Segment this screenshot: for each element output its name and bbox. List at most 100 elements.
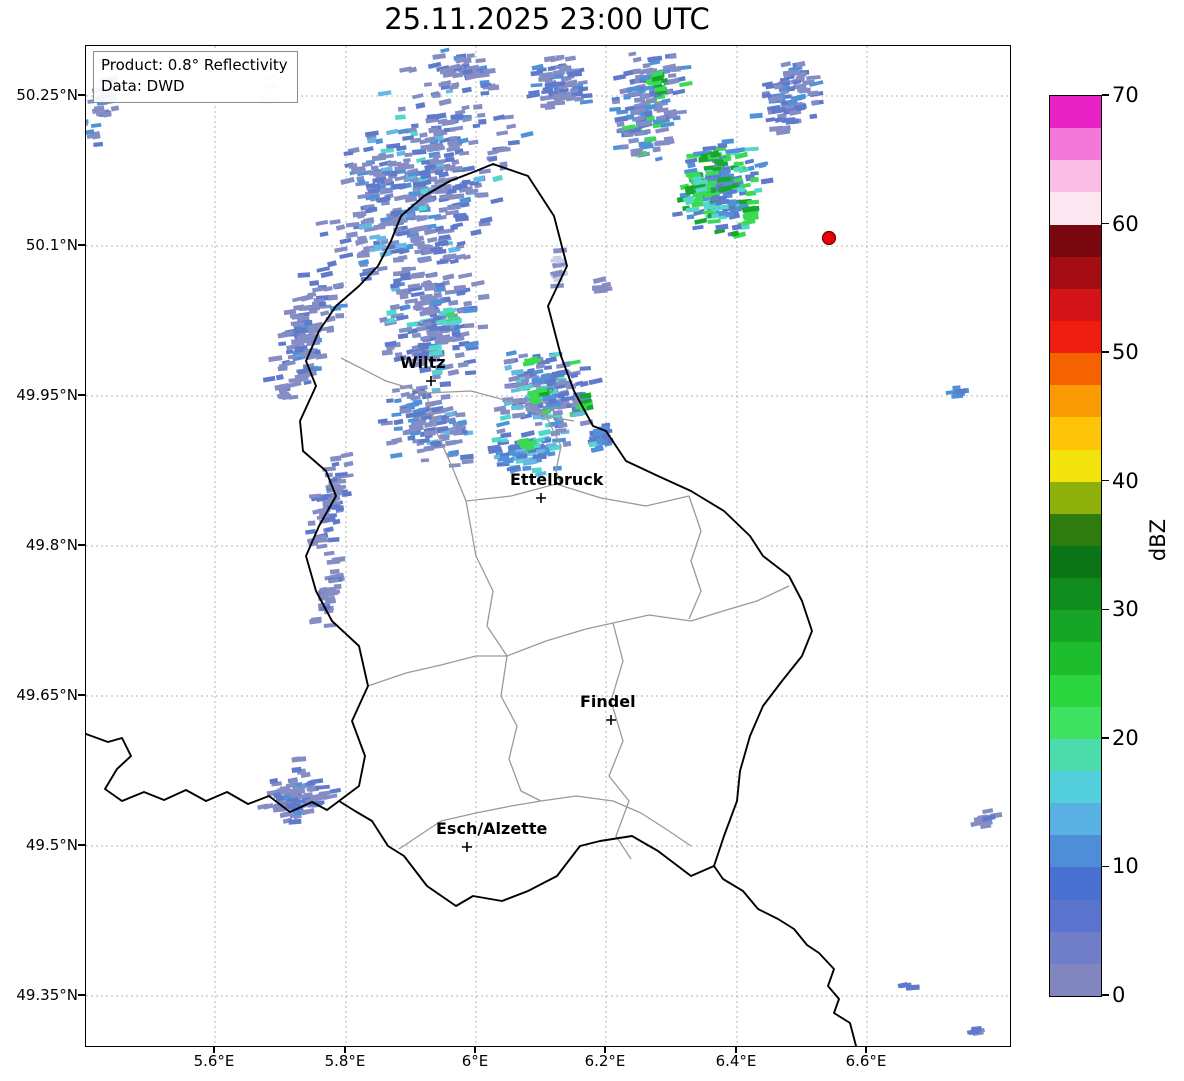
- radar-echo-pixel: [621, 124, 636, 131]
- radar-echo-pixel: [530, 82, 543, 88]
- radar-echo-pixel: [773, 83, 784, 90]
- radar-echo-pixel: [455, 412, 466, 418]
- radar-echo-pixel: [379, 316, 388, 323]
- radar-echo-pixel: [474, 192, 485, 198]
- radar-echo-pixel: [780, 61, 792, 68]
- radar-echo-pixel: [677, 65, 692, 71]
- radar-echo-pixel: [295, 788, 306, 795]
- radar-echo-pixel: [475, 58, 486, 64]
- district-border: [506, 585, 790, 657]
- radar-echo-pixel: [395, 314, 409, 321]
- colorbar-segment: [1050, 706, 1101, 739]
- radar-echo-pixel: [325, 590, 339, 597]
- colorbar-tick-mark: [1102, 737, 1109, 739]
- radar-echo-pixel: [407, 356, 421, 364]
- lat-tick-mark: [78, 394, 85, 396]
- radar-echo-pixel: [620, 144, 629, 150]
- radar-echo-pixel: [731, 223, 742, 231]
- colorbar-segment: [1050, 931, 1101, 964]
- radar-echo-pixel: [449, 258, 459, 265]
- radar-echo-pixel: [287, 380, 302, 389]
- radar-echo-pixel: [506, 123, 517, 130]
- radar-echo-pixel: [809, 113, 818, 120]
- radar-echo-pixel: [393, 281, 402, 287]
- colorbar-segment: [1050, 256, 1101, 289]
- radar-echo-pixel: [445, 88, 454, 94]
- radar-echo-pixel: [453, 284, 467, 291]
- city-label: Wiltz: [400, 353, 446, 372]
- radar-echo-pixel: [320, 310, 330, 317]
- radar-echo-pixel: [323, 286, 333, 292]
- radar-echo-pixel: [645, 115, 655, 122]
- radar-echo-pixel: [811, 99, 819, 106]
- radar-echo-pixel: [436, 65, 450, 72]
- radar-echo-pixel: [453, 212, 467, 218]
- radar-echo-pixel: [328, 477, 338, 483]
- radar-echo-pixel: [472, 175, 485, 183]
- radar-echo-pixel: [558, 379, 567, 385]
- radar-echo-pixel: [761, 81, 774, 87]
- radar-echo-pixel: [507, 139, 520, 146]
- radar-echo-pixel: [684, 157, 698, 164]
- lat-tick-label: 49.35°N: [16, 986, 78, 1004]
- radar-echo-pixel: [579, 365, 592, 371]
- radar-echo-pixel: [395, 145, 407, 152]
- radar-echo-pixel: [352, 210, 367, 218]
- radar-echo-pixel: [412, 190, 422, 197]
- radar-echo-pixel: [421, 197, 436, 205]
- lat-tick-label: 50.25°N: [16, 86, 78, 104]
- info-product-line: Product: 0.8° Reflectivity: [101, 56, 288, 74]
- radar-echo-pixel: [444, 289, 457, 295]
- radar-echo-pixel: [470, 229, 482, 237]
- colorbar-segment: [1050, 321, 1101, 354]
- radar-echo-pixel: [378, 195, 391, 203]
- radar-echo-pixel: [343, 150, 354, 156]
- radar-echo-pixel: [450, 113, 464, 120]
- radar-echo-pixel: [465, 189, 473, 194]
- colorbar-tick-label: 60: [1112, 211, 1139, 236]
- radar-echo-pixel: [761, 92, 772, 99]
- lat-tick-label: 49.65°N: [16, 686, 78, 704]
- radar-echo-pixel: [796, 87, 809, 93]
- radar-echo-pixel: [278, 341, 287, 347]
- radar-echo-pixel: [442, 273, 455, 281]
- radar-echo-pixel: [377, 222, 387, 229]
- radar-echo-pixel: [544, 103, 556, 111]
- radar-echo-pixel: [380, 148, 395, 154]
- radar-echo-pixel: [572, 71, 583, 77]
- city-marker: [606, 715, 616, 725]
- radar-echo-pixel: [790, 94, 806, 102]
- radar-echo-pixel: [445, 187, 457, 195]
- radar-echo-pixel: [397, 254, 408, 261]
- radar-echo-pixel: [288, 818, 302, 825]
- radar-echo-pixel: [90, 122, 102, 129]
- radar-echo-pixel: [449, 135, 458, 141]
- radar-echo-pixel: [491, 446, 503, 454]
- colorbar-segment: [1050, 481, 1101, 514]
- radar-echo-pixel: [546, 380, 557, 387]
- radar-echo-pixel: [424, 136, 436, 143]
- radar-echo-pixel: [454, 109, 466, 116]
- radar-echo-pixel: [541, 409, 551, 415]
- radar-echo-pixel: [428, 344, 442, 351]
- radar-echo-pixel: [534, 470, 547, 478]
- radar-echo-pixel: [466, 53, 475, 59]
- radar-echo-pixel: [765, 117, 776, 123]
- radar-echo-pixel: [446, 145, 461, 153]
- radar-echo-pixel: [655, 126, 670, 134]
- radar-echo-pixel: [419, 366, 432, 374]
- radar-echo-pixel: [356, 252, 370, 259]
- radar-echo-pixel: [398, 326, 413, 334]
- colorbar-segment: [1050, 578, 1101, 611]
- radar-echo-pixel: [795, 105, 806, 112]
- radar-echo-pixel: [452, 222, 464, 228]
- radar-echo-pixel: [463, 300, 473, 307]
- radar-echo-pixel: [552, 271, 565, 278]
- radar-echo-pixel: [326, 558, 341, 565]
- radar-echo-pixel: [499, 455, 510, 462]
- radar-echo-pixel: [528, 89, 540, 97]
- radar-echo-pixel: [448, 449, 460, 456]
- radar-echo-pixel: [396, 229, 411, 237]
- radar-echo-pixel: [458, 185, 474, 193]
- radar-echo-pixel: [592, 276, 607, 285]
